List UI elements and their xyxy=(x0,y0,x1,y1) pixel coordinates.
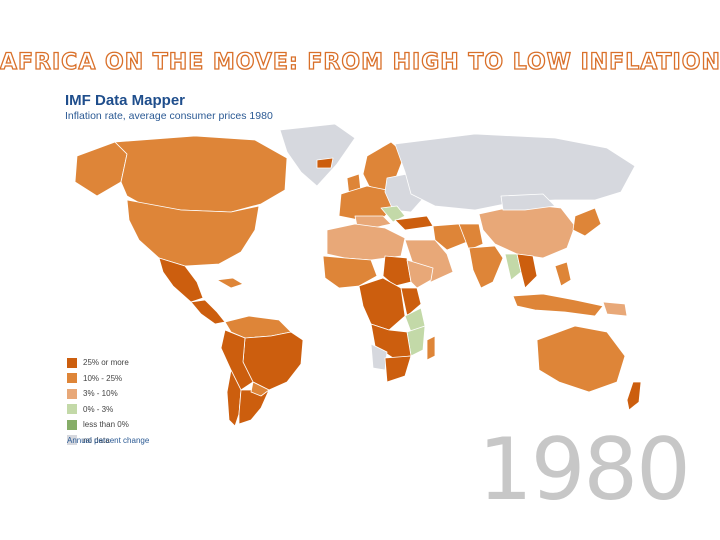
legend-item: no data xyxy=(67,433,129,449)
legend-item: 0% - 3% xyxy=(67,402,129,418)
legend-label: 25% or more xyxy=(83,358,129,368)
region-uruguay-paraguay xyxy=(250,381,270,397)
region-central-america xyxy=(190,299,226,325)
legend-label: 10% - 25% xyxy=(83,373,123,383)
legend-label: 0% - 3% xyxy=(83,404,114,414)
legend-item: 10% - 25% xyxy=(67,371,129,387)
region-iceland xyxy=(316,157,334,169)
region-indonesia xyxy=(512,293,604,317)
region-korea-japan xyxy=(572,207,602,237)
region-central-africa xyxy=(358,277,406,331)
legend-swatch xyxy=(67,419,77,430)
region-usa xyxy=(126,199,260,267)
region-indochina xyxy=(516,253,538,289)
legend-swatch xyxy=(67,404,77,415)
legend-label: 3% - 10% xyxy=(83,389,118,399)
legend-item: less than 0% xyxy=(67,417,129,433)
region-madagascar xyxy=(426,335,436,361)
region-new-zealand xyxy=(626,381,642,411)
slide-title: AFRICA ON THE MOVE: FROM HIGH TO LOW INF… xyxy=(0,49,720,75)
region-australia xyxy=(536,325,626,393)
region-greenland xyxy=(279,123,356,187)
region-philippines xyxy=(554,261,572,287)
map-legend: 25% or more 10% - 25% 3% - 10% 0% - 3% l… xyxy=(67,355,129,448)
region-west-africa xyxy=(322,255,378,289)
world-inflation-map xyxy=(74,123,642,427)
region-sudan xyxy=(382,255,412,287)
region-png xyxy=(602,301,628,317)
region-iran xyxy=(432,223,468,251)
legend-swatch xyxy=(67,357,77,368)
mapper-subtitle: Inflation rate, average consumer prices … xyxy=(65,110,273,122)
year-label: 1980 xyxy=(478,420,691,520)
region-argentina xyxy=(238,389,270,425)
region-afghan-pakistan xyxy=(458,223,484,251)
region-ussr xyxy=(394,133,636,211)
region-east-africa xyxy=(400,287,422,317)
region-canada xyxy=(114,135,288,213)
legend-swatch xyxy=(67,373,77,384)
legend-note: Annual percent change xyxy=(67,436,150,445)
region-peru-bolivia xyxy=(220,329,254,391)
region-namibia xyxy=(370,343,388,371)
legend-label: less than 0% xyxy=(83,420,129,430)
legend-swatch xyxy=(67,388,77,399)
region-north-africa xyxy=(326,223,406,261)
region-mexico xyxy=(158,257,204,303)
region-alaska xyxy=(74,141,128,197)
region-caribbean xyxy=(216,277,244,289)
legend-item: 25% or more xyxy=(67,355,129,371)
region-horn-of-africa xyxy=(406,259,434,289)
region-india xyxy=(468,245,504,289)
mapper-title: IMF Data Mapper xyxy=(65,92,186,109)
region-balkans xyxy=(380,205,406,223)
region-southern-africa xyxy=(384,355,412,383)
legend-item: 3% - 10% xyxy=(67,386,129,402)
legend-swatch xyxy=(67,435,77,446)
legend-label: no data xyxy=(83,435,110,445)
region-mongolia xyxy=(500,193,556,211)
